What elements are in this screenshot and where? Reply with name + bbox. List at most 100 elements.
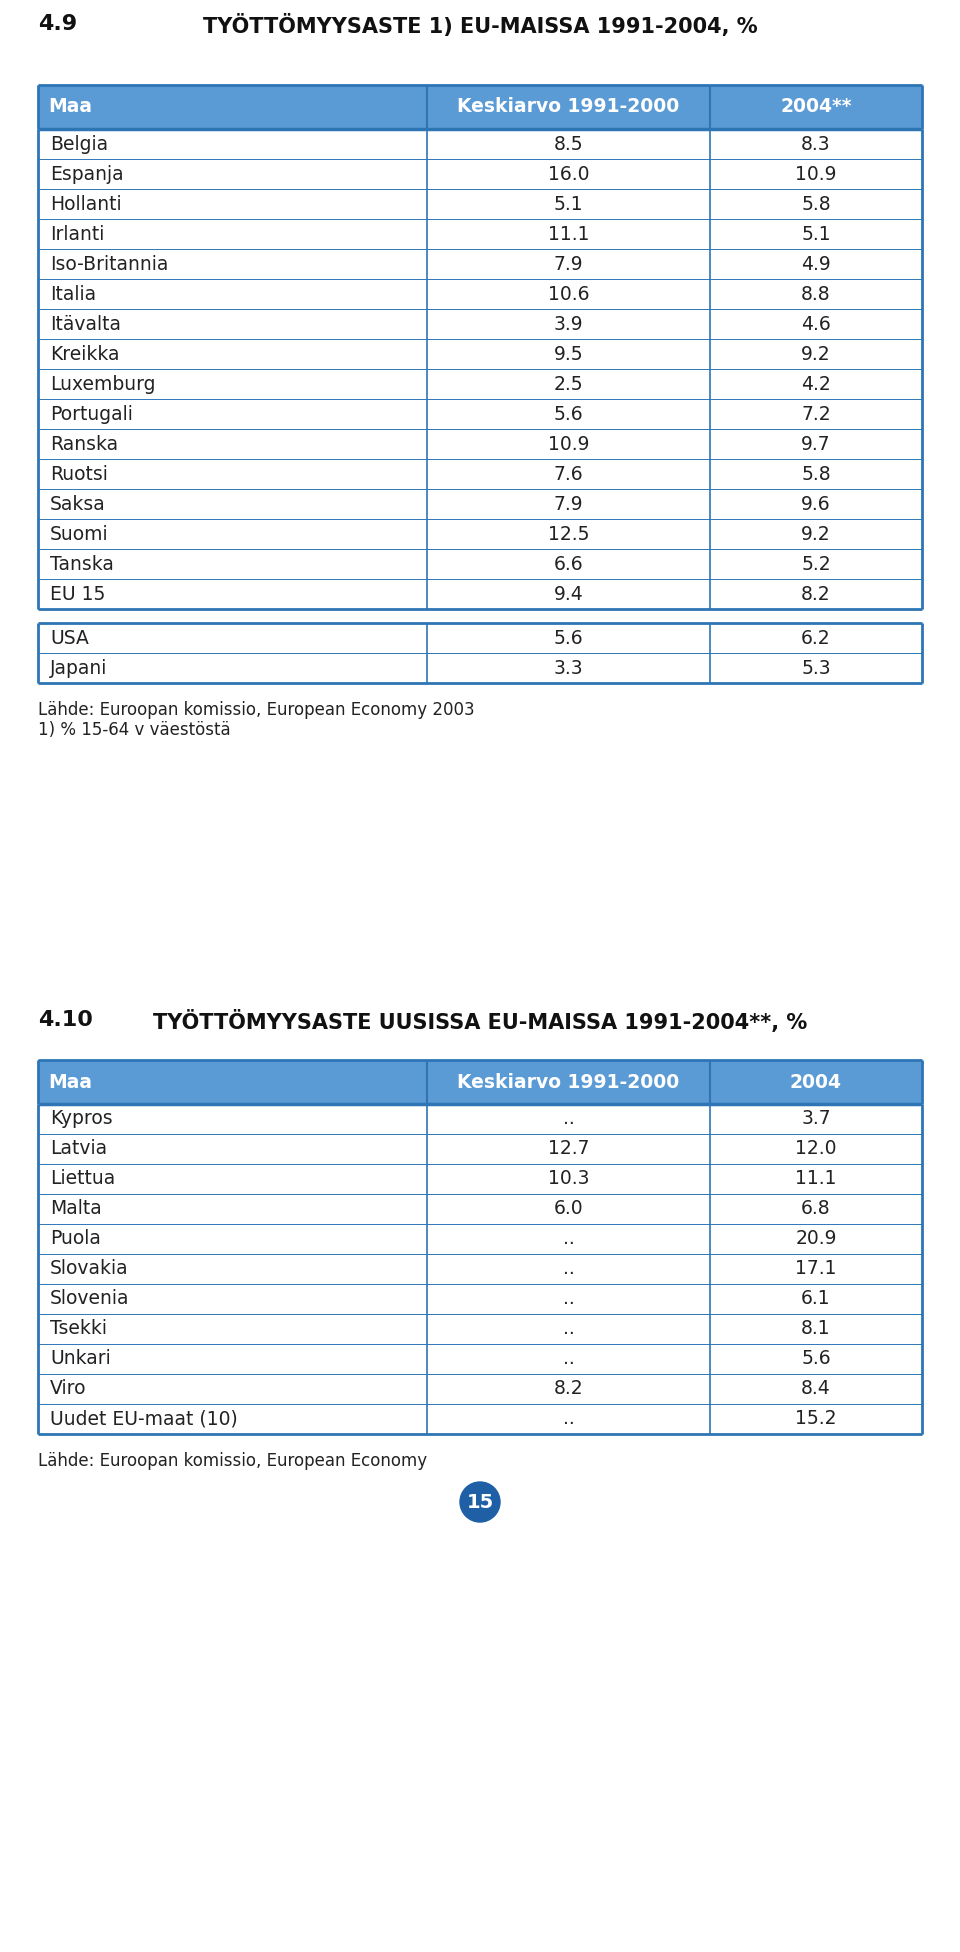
- Text: 15: 15: [467, 1493, 493, 1511]
- Text: ..: ..: [563, 1109, 574, 1128]
- Text: TYÖTTÖMYYSASTE 1) EU-MAISSA 1991-2004, %: TYÖTTÖMYYSASTE 1) EU-MAISSA 1991-2004, %: [203, 14, 757, 37]
- Text: Lähde: Euroopan komissio, European Economy: Lähde: Euroopan komissio, European Econo…: [38, 1452, 427, 1470]
- Text: Italia: Italia: [50, 285, 96, 303]
- Text: 11.1: 11.1: [547, 224, 589, 244]
- Bar: [38, 1134, 922, 1163]
- Bar: [38, 1253, 922, 1284]
- Text: 4.9: 4.9: [38, 14, 77, 33]
- Text: 4.10: 4.10: [38, 1009, 93, 1031]
- Text: 2004: 2004: [790, 1072, 842, 1091]
- Text: Iso-Britannia: Iso-Britannia: [50, 254, 168, 273]
- Text: Saksa: Saksa: [50, 494, 106, 513]
- Text: Liettua: Liettua: [50, 1169, 115, 1189]
- Bar: [38, 1060, 427, 1105]
- Bar: [38, 580, 922, 609]
- Text: 10.9: 10.9: [795, 164, 837, 183]
- Bar: [38, 519, 922, 549]
- Text: Lähde: Euroopan komissio, European Economy 2003: Lähde: Euroopan komissio, European Econo…: [38, 701, 474, 718]
- Text: Uudet EU-maat (10): Uudet EU-maat (10): [50, 1409, 238, 1429]
- Text: 5.1: 5.1: [801, 224, 830, 244]
- Text: 8.3: 8.3: [801, 135, 830, 154]
- Text: 12.5: 12.5: [547, 525, 589, 543]
- Text: Japani: Japani: [50, 658, 108, 677]
- Text: Malta: Malta: [50, 1199, 102, 1218]
- Bar: [38, 1195, 922, 1224]
- Text: 17.1: 17.1: [795, 1259, 837, 1279]
- Text: 3.7: 3.7: [801, 1109, 830, 1128]
- Text: 12.7: 12.7: [547, 1140, 589, 1158]
- Bar: [38, 654, 922, 683]
- Bar: [38, 459, 922, 490]
- Text: 8.1: 8.1: [801, 1320, 830, 1339]
- Text: Irlanti: Irlanti: [50, 224, 105, 244]
- Text: TYÖTTÖMYYSASTE UUSISSA EU-MAISSA 1991-2004**, %: TYÖTTÖMYYSASTE UUSISSA EU-MAISSA 1991-20…: [153, 1009, 807, 1033]
- Text: 5.3: 5.3: [801, 658, 830, 677]
- Text: 6.6: 6.6: [554, 554, 584, 574]
- Text: 7.9: 7.9: [554, 494, 584, 513]
- Text: 8.2: 8.2: [554, 1380, 584, 1398]
- Text: 9.7: 9.7: [801, 435, 830, 453]
- Bar: [38, 308, 922, 340]
- Bar: [38, 429, 922, 459]
- Text: 5.1: 5.1: [554, 195, 584, 213]
- Text: 20.9: 20.9: [795, 1230, 837, 1249]
- Text: Slovenia: Slovenia: [50, 1290, 130, 1308]
- Bar: [38, 219, 922, 250]
- Text: 9.2: 9.2: [801, 344, 830, 363]
- Text: 9.4: 9.4: [554, 584, 584, 603]
- Text: ..: ..: [563, 1230, 574, 1249]
- Text: 4.6: 4.6: [801, 314, 830, 334]
- Bar: [38, 1284, 922, 1314]
- Text: ..: ..: [563, 1290, 574, 1308]
- Text: Maa: Maa: [48, 98, 92, 117]
- Text: Belgia: Belgia: [50, 135, 108, 154]
- Text: 9.2: 9.2: [801, 525, 830, 543]
- Bar: [38, 490, 922, 519]
- Bar: [427, 86, 709, 129]
- Text: 1) % 15-64 v väestöstä: 1) % 15-64 v väestöstä: [38, 720, 230, 740]
- Text: 8.8: 8.8: [801, 285, 830, 303]
- Text: Maa: Maa: [48, 1072, 92, 1091]
- Text: ..: ..: [563, 1320, 574, 1339]
- Bar: [38, 369, 922, 398]
- Bar: [709, 1060, 922, 1105]
- Bar: [38, 189, 922, 219]
- Text: 16.0: 16.0: [547, 164, 589, 183]
- Text: ..: ..: [563, 1409, 574, 1429]
- Text: ..: ..: [563, 1349, 574, 1368]
- Text: 8.5: 8.5: [554, 135, 584, 154]
- Text: Puola: Puola: [50, 1230, 101, 1249]
- Text: 6.1: 6.1: [801, 1290, 830, 1308]
- Text: Latvia: Latvia: [50, 1140, 108, 1158]
- Text: Hollanti: Hollanti: [50, 195, 122, 213]
- Text: 2.5: 2.5: [554, 375, 584, 394]
- Text: Keskiarvo 1991-2000: Keskiarvo 1991-2000: [457, 1072, 680, 1091]
- Text: Kypros: Kypros: [50, 1109, 112, 1128]
- Text: 6.0: 6.0: [554, 1199, 584, 1218]
- Text: Portugali: Portugali: [50, 404, 132, 424]
- Bar: [38, 86, 427, 129]
- Text: Ruotsi: Ruotsi: [50, 465, 108, 484]
- Text: 5.6: 5.6: [554, 629, 584, 648]
- Text: Viro: Viro: [50, 1380, 86, 1398]
- Bar: [38, 158, 922, 189]
- Bar: [38, 1314, 922, 1345]
- Text: Tanska: Tanska: [50, 554, 114, 574]
- Bar: [38, 398, 922, 429]
- Text: 9.6: 9.6: [801, 494, 830, 513]
- Bar: [709, 86, 922, 129]
- Text: 8.2: 8.2: [801, 584, 830, 603]
- Text: Luxemburg: Luxemburg: [50, 375, 156, 394]
- Text: 9.5: 9.5: [554, 344, 584, 363]
- Text: 7.6: 7.6: [554, 465, 584, 484]
- Text: 3.3: 3.3: [554, 658, 584, 677]
- Bar: [38, 1345, 922, 1374]
- Bar: [38, 1374, 922, 1403]
- Circle shape: [460, 1482, 500, 1523]
- Text: 12.0: 12.0: [795, 1140, 837, 1158]
- Bar: [38, 1403, 922, 1435]
- Text: 5.8: 5.8: [801, 195, 830, 213]
- Bar: [427, 1060, 709, 1105]
- Text: Slovakia: Slovakia: [50, 1259, 129, 1279]
- Text: 10.3: 10.3: [547, 1169, 589, 1189]
